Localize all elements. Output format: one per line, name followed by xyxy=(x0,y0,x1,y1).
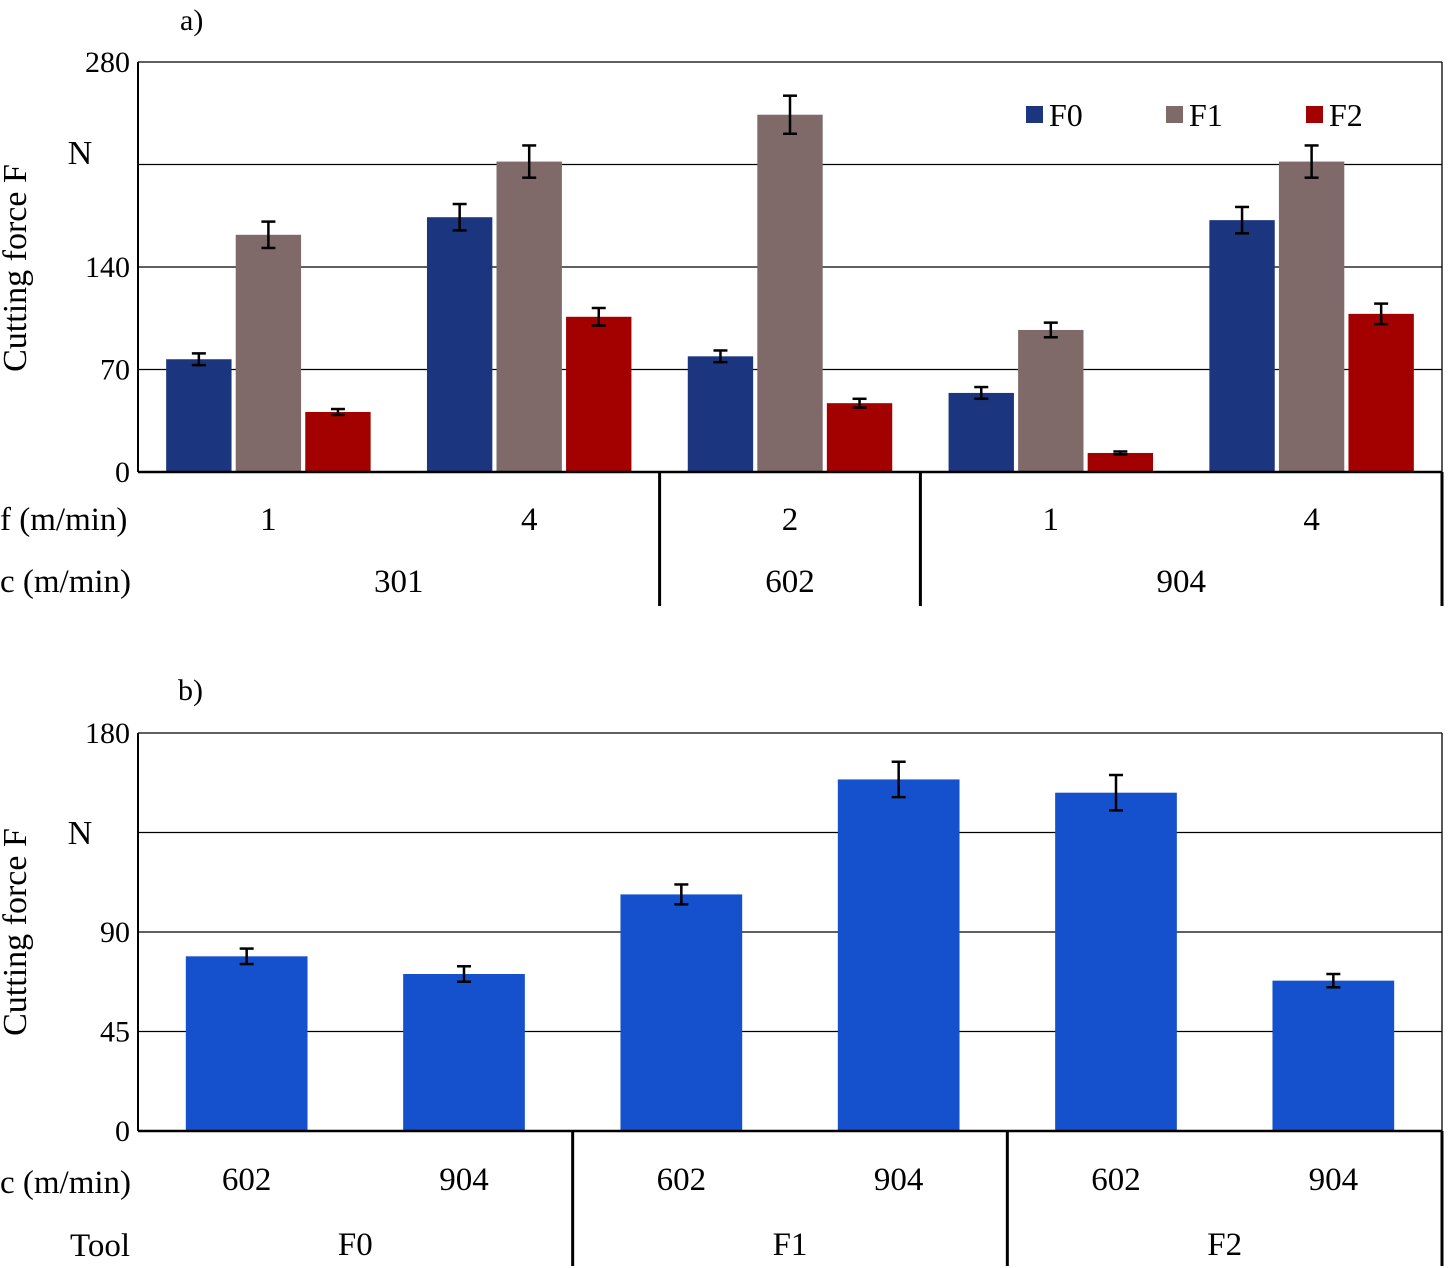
error-bar xyxy=(1304,144,1319,179)
panel-b-label: b) xyxy=(178,674,203,707)
bar-f1-cat-4 xyxy=(1278,161,1345,473)
x-group-label: 301 xyxy=(374,564,424,600)
panel-b-yunit: N xyxy=(68,815,93,852)
y-tick-label: 0 xyxy=(115,456,130,489)
bar-f2-cat-0 xyxy=(305,411,371,472)
bar-f0-cat-0 xyxy=(166,359,232,472)
bar-cat-3 xyxy=(837,779,960,1131)
bar-f1-cat-0 xyxy=(235,234,302,472)
x-group-label: 602 xyxy=(765,564,815,600)
x-category-label: 602 xyxy=(657,1162,707,1198)
x-group-label: F0 xyxy=(338,1227,373,1263)
bar-cat-4 xyxy=(1055,792,1177,1131)
y-tick-label: 140 xyxy=(85,251,130,284)
bar-f0-cat-3 xyxy=(948,392,1014,472)
error-bar xyxy=(852,397,867,409)
error-bar xyxy=(1109,773,1123,812)
bar-cat-2 xyxy=(620,894,743,1131)
y-tick-label: 280 xyxy=(85,46,130,79)
error-bar xyxy=(1043,321,1058,339)
legend-label-f0: F0 xyxy=(1049,97,1083,133)
legend-swatch-f0 xyxy=(1026,106,1043,123)
legend-swatch-f2 xyxy=(1306,106,1323,123)
y-tick-label: 70 xyxy=(100,354,130,387)
bar-f0-cat-4 xyxy=(1209,220,1275,472)
bar-f2-cat-2 xyxy=(826,403,893,472)
error-bar xyxy=(1326,972,1341,989)
error-bar xyxy=(239,947,254,966)
legend-label-f1: F1 xyxy=(1189,97,1223,133)
x-category-label: 904 xyxy=(1309,1162,1359,1198)
error-bar xyxy=(974,385,989,401)
error-bar xyxy=(1113,450,1128,456)
error-bar xyxy=(261,220,276,250)
error-bar xyxy=(1235,205,1250,235)
error-bar xyxy=(591,306,606,327)
x-category-label: 602 xyxy=(1091,1162,1141,1198)
error-bar xyxy=(783,94,797,135)
x-category-label: 4 xyxy=(1303,502,1320,538)
panel-a-legend: F0 F1 F2 xyxy=(1026,97,1363,133)
bar-f1-cat-3 xyxy=(1018,329,1084,472)
error-bar xyxy=(1374,302,1389,326)
bar-cat-5 xyxy=(1272,980,1395,1131)
x-category-label: 2 xyxy=(782,502,799,538)
error-bar xyxy=(191,352,206,367)
panel-b-ylabel: Cutting force F xyxy=(0,828,34,1036)
x-category-label: 4 xyxy=(521,502,538,538)
panel-a-yunit: N xyxy=(68,135,93,172)
x-group-label: 904 xyxy=(1156,564,1206,600)
panel-b-row-label-tool: Tool xyxy=(70,1228,130,1264)
y-tick-label: 0 xyxy=(115,1115,130,1148)
legend-swatch-f1 xyxy=(1166,106,1183,123)
bar-f2-cat-1 xyxy=(566,316,632,472)
error-bar xyxy=(891,760,906,799)
y-tick-label: 45 xyxy=(100,1016,130,1049)
y-tick-label: 90 xyxy=(100,916,130,949)
error-bar xyxy=(674,883,689,906)
panel-a-label: a) xyxy=(180,4,203,37)
x-group-label: F2 xyxy=(1207,1227,1242,1263)
bar-f0-cat-2 xyxy=(687,356,754,472)
panel-a-row-label-vf: f (m/min) xyxy=(0,502,127,538)
panel-b-row-label-vc: c (m/min) xyxy=(0,1165,131,1201)
bar-f0-cat-1 xyxy=(426,217,493,472)
legend-label-f2: F2 xyxy=(1329,97,1363,133)
x-category-label: 602 xyxy=(222,1162,272,1198)
bar-f2-cat-4 xyxy=(1348,313,1414,472)
y-tick-label: 180 xyxy=(85,717,130,750)
bar-f2-cat-3 xyxy=(1087,452,1154,472)
x-category-label: 904 xyxy=(439,1162,489,1198)
bar-f1-cat-1 xyxy=(496,161,562,473)
x-category-label: 904 xyxy=(874,1162,924,1198)
bar-cat-0 xyxy=(185,956,308,1131)
bar-cat-1 xyxy=(403,974,525,1131)
error-bar xyxy=(522,144,537,179)
panel-b: b) Cutting force F N c (m/min) Tool 0 45 9… xyxy=(0,674,1444,1266)
error-bar xyxy=(330,407,345,417)
panel-a: a) Cutting force F N f (m/min) c (m/min)… xyxy=(0,4,1444,606)
bar-f1-cat-2 xyxy=(757,114,823,472)
error-bar xyxy=(452,202,467,232)
panel-a-ylabel: Cutting force F xyxy=(0,164,34,372)
error-bar xyxy=(713,349,728,364)
x-category-label: 1 xyxy=(260,502,277,538)
x-category-label: 1 xyxy=(1043,502,1060,538)
panel-a-row-label-vc: c (m/min) xyxy=(0,564,131,600)
x-group-label: F1 xyxy=(773,1227,808,1263)
error-bar xyxy=(457,965,471,983)
